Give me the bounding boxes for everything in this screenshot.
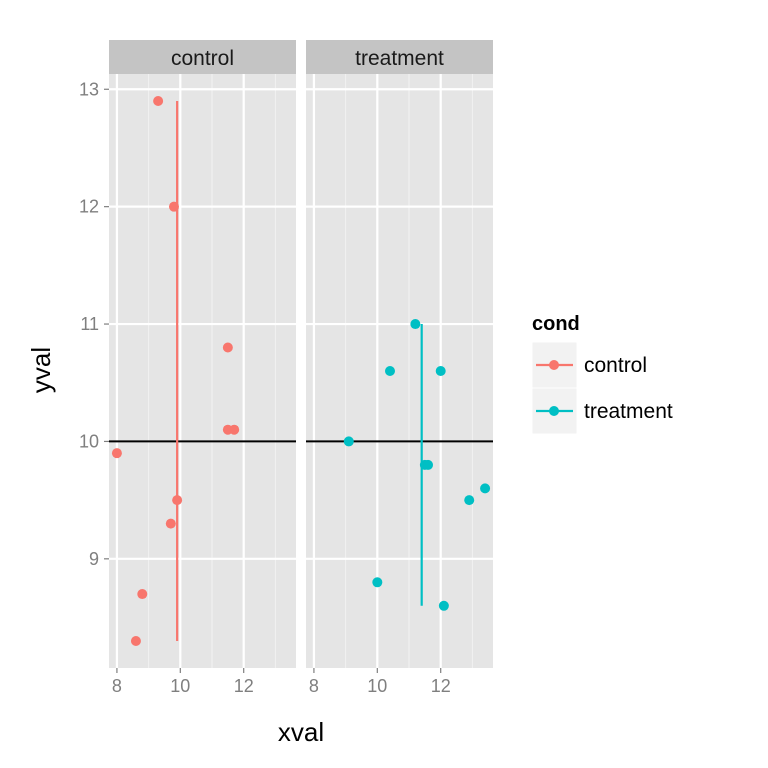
- data-point-control: [137, 589, 148, 600]
- legend-title: cond: [532, 313, 580, 335]
- legend-key-point: [549, 406, 559, 416]
- y-tick-label: 13: [79, 79, 99, 99]
- legend: cond control treatment: [531, 313, 673, 435]
- strip-control: [109, 40, 296, 74]
- legend-label: treatment: [584, 400, 673, 423]
- y-tick-label: 9: [89, 549, 99, 569]
- panel-background: [109, 74, 296, 668]
- x-tick-label: 8: [112, 676, 122, 696]
- panel-treatment: treatment: [306, 40, 493, 668]
- data-point-treatment: [480, 483, 491, 494]
- y-tick-label: 11: [80, 314, 99, 334]
- x-tick-label: 10: [170, 676, 190, 696]
- x-tick-label: 10: [367, 676, 387, 696]
- y-axis: 9 10 11 12 13: [79, 79, 109, 569]
- data-point-treatment: [372, 577, 383, 588]
- panels-group: control treatment: [109, 40, 493, 668]
- panel-background: [306, 74, 493, 668]
- legend-entry-treatment: treatment: [531, 387, 673, 435]
- x-tick-label: 12: [431, 676, 451, 696]
- strip-label: treatment: [355, 47, 444, 70]
- panel-control: control: [109, 40, 296, 668]
- strip-treatment: [306, 40, 493, 74]
- x-tick-label: 8: [309, 676, 319, 696]
- data-point-control: [111, 448, 122, 459]
- data-point-treatment: [410, 319, 421, 330]
- y-tick-label: 12: [79, 197, 99, 217]
- data-point-control: [172, 495, 183, 506]
- data-point-treatment: [464, 495, 475, 506]
- strip-label: control: [171, 47, 234, 70]
- data-point-treatment: [435, 366, 446, 376]
- x-axis-title: xval: [278, 717, 324, 747]
- data-point-control: [229, 424, 240, 435]
- data-point-control: [165, 518, 176, 529]
- data-point-control: [168, 201, 179, 212]
- data-point-treatment: [384, 366, 395, 376]
- data-point-control: [222, 342, 233, 353]
- data-point-control: [130, 636, 141, 646]
- x-axes: 8 10 12 8 10 12: [112, 668, 451, 696]
- legend-label: control: [584, 354, 647, 377]
- legend-key-point: [549, 360, 559, 370]
- data-point-treatment: [423, 459, 434, 470]
- y-axis-title: yval: [26, 347, 56, 393]
- legend-entry-control: control: [531, 341, 647, 389]
- y-tick-label: 10: [79, 431, 99, 451]
- data-point-treatment: [438, 600, 449, 611]
- data-point-treatment: [343, 436, 354, 447]
- x-tick-label: 12: [234, 676, 254, 696]
- data-point-control: [153, 96, 164, 106]
